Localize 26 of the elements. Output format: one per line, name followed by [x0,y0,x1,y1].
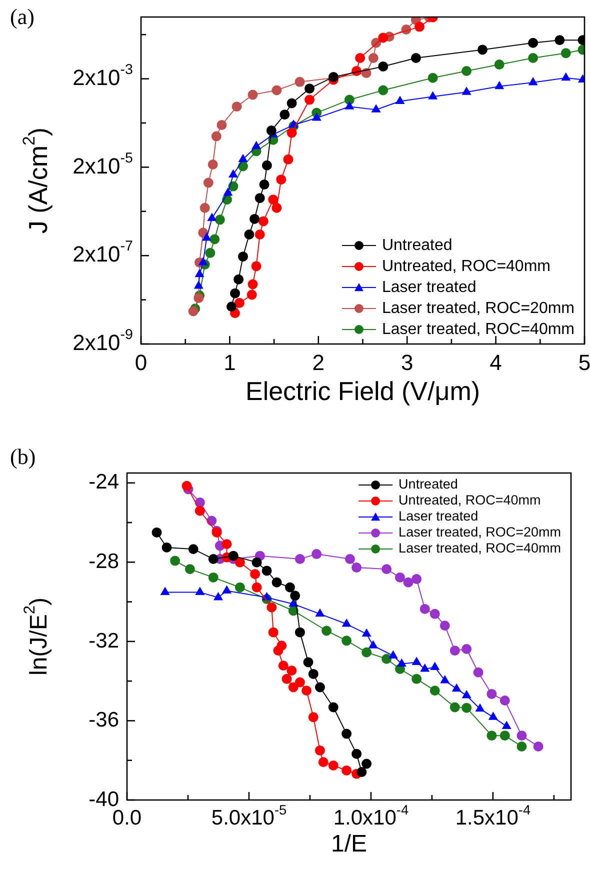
x-tick-label: 5 [578,350,590,375]
legend-label: Untreated, ROC=40mm [398,492,541,508]
x-axis-title: Electric Field (V/μm) [245,376,480,406]
text: (b) [10,444,36,469]
x-tick-label: 2 [312,350,325,375]
legend-label: Untreated [382,236,452,254]
y-tick-label: -28 [88,550,120,573]
legend-label: Laser treated, ROC=40mm [382,320,575,338]
y-tick-label: -32 [88,629,120,652]
y-axis-title: J (A/cm2) [19,127,54,234]
y-axis-title: ln(J/E2) [22,597,53,676]
legend-label: Untreated, ROC=40mm [382,258,550,275]
legend-label: Untreated [398,476,458,492]
legend-label: Laser treated [398,508,478,524]
legend-label: Laser treated, ROC=40mm [398,540,562,556]
legend-label: Laser treated [382,278,476,296]
legend-label: Laser treated, ROC=20mm [398,524,562,540]
x-tick-label: 3 [400,350,414,375]
x-tick-label: 4 [490,350,502,375]
x-axis-title: 1/E [330,830,368,858]
y-tick-label: -36 [88,708,120,732]
x-tick-label: 1 [224,350,236,375]
text: (a) [10,4,34,29]
legend-label: Laser treated, ROC=20mm [382,300,575,317]
x-tick-label: 0 [134,350,148,375]
y-tick-label: -24 [88,470,120,494]
